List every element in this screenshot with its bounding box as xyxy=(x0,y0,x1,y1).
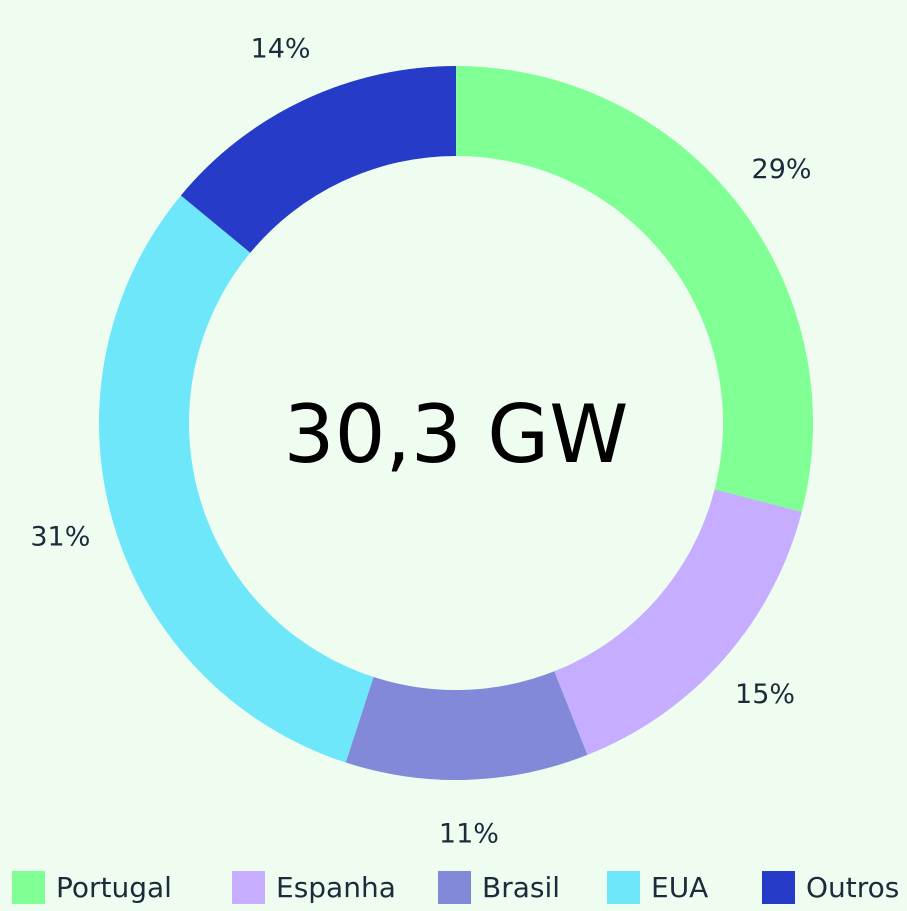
donut-segment xyxy=(345,671,588,780)
legend-label: EUA xyxy=(651,871,708,904)
donut-segment xyxy=(180,66,457,253)
value-label: 15% xyxy=(735,679,795,710)
legend-swatch xyxy=(607,871,640,904)
value-label: 29% xyxy=(752,154,812,185)
legend-label: Brasil xyxy=(482,871,560,904)
legend-swatch xyxy=(12,871,45,904)
donut-segment xyxy=(98,195,374,763)
legend-swatch xyxy=(232,871,265,904)
legend-label: Portugal xyxy=(56,871,172,904)
value-label: 31% xyxy=(30,521,90,552)
value-label: 11% xyxy=(439,818,499,849)
legend-label: Outros xyxy=(806,871,899,904)
donut-segment xyxy=(456,66,813,512)
legend-label: Espanha xyxy=(276,871,396,904)
value-label: 14% xyxy=(251,34,311,65)
donut-segment xyxy=(554,489,802,755)
legend-swatch xyxy=(762,871,795,904)
legend-swatch xyxy=(438,871,471,904)
center-label: 30,3 GW xyxy=(284,388,629,481)
